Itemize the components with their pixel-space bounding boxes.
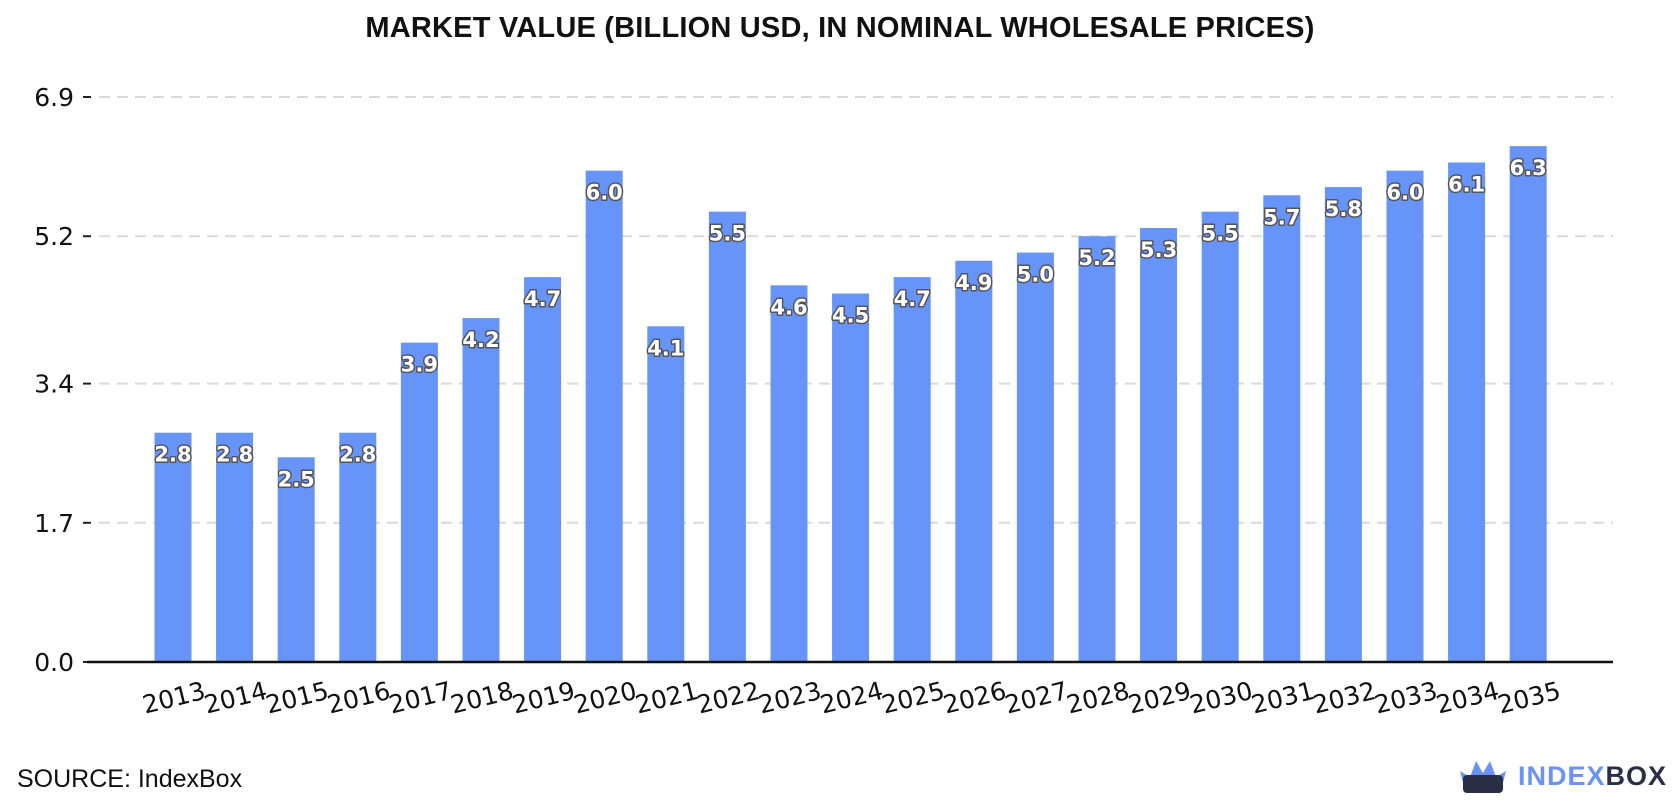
- bar: [955, 260, 993, 662]
- bar: [277, 457, 315, 662]
- bar: [1201, 211, 1239, 662]
- bar: [339, 432, 377, 662]
- x-tick-label: 2016: [324, 676, 393, 720]
- x-tick-label: 2034: [1433, 676, 1502, 720]
- bar: [216, 432, 254, 662]
- x-tick-label: 2014: [201, 676, 270, 720]
- bar: [400, 342, 438, 662]
- data-label: 2.8: [339, 443, 376, 467]
- data-label: 6.0: [586, 181, 623, 205]
- x-tick-label: 2033: [1372, 676, 1441, 720]
- x-tick-label: 2027: [1002, 676, 1071, 720]
- bar: [524, 277, 562, 662]
- bar: [154, 432, 192, 662]
- bar: [462, 318, 500, 662]
- data-label: 2.8: [154, 443, 191, 467]
- x-tick-label: 2022: [694, 676, 763, 720]
- data-label: 5.8: [1325, 197, 1362, 221]
- data-label: 4.9: [955, 271, 992, 295]
- data-label: 5.7: [1263, 205, 1300, 229]
- brand-name-part2: BOX: [1605, 760, 1668, 791]
- data-label: 3.9: [401, 353, 438, 377]
- source-text: SOURCE: IndexBox: [17, 765, 243, 793]
- data-label: 6.0: [1386, 181, 1423, 205]
- bar: [1509, 146, 1547, 662]
- chart-title: MARKET VALUE (BILLION USD, IN NOMINAL WH…: [365, 12, 1315, 44]
- x-tick-label: 2019: [509, 676, 578, 720]
- data-label: 5.0: [1017, 263, 1054, 287]
- data-label: 2.5: [278, 467, 315, 491]
- brand-logo: INDEXBOX: [1458, 757, 1667, 795]
- data-label: 4.6: [770, 295, 807, 319]
- crown-box-icon: [1460, 761, 1506, 793]
- y-tick-label: 0.0: [34, 648, 74, 677]
- x-tick-label: 2020: [571, 676, 640, 720]
- bar: [893, 277, 931, 662]
- x-tick-label: 2023: [756, 676, 825, 720]
- data-label: 5.5: [1202, 222, 1239, 246]
- data-labels: 2.8 2.8 2.5 2.8 3.9 4.2 4.7 6.0 4.1 5.5 4.6 4.5 4.7 4…: [153, 155, 1548, 493]
- x-tick-label: 2025: [879, 676, 948, 720]
- x-tick-label: 2035: [1495, 676, 1564, 720]
- bar: [708, 211, 746, 662]
- x-tick-label: 2013: [140, 676, 209, 720]
- bar: [1016, 252, 1054, 662]
- brand-name: INDEXBOX: [1518, 761, 1667, 792]
- axes: 0.01.73.45.26.92013201420152016201720182…: [34, 83, 1613, 720]
- bars: [154, 146, 1547, 663]
- bar: [1386, 170, 1424, 662]
- data-label: 6.1: [1448, 173, 1485, 197]
- data-label: 5.2: [1078, 246, 1115, 270]
- y-tick-label: 3.4: [34, 370, 74, 399]
- data-label: 6.3: [1510, 156, 1547, 180]
- data-label: 5.3: [1140, 238, 1177, 262]
- bar: [1324, 187, 1362, 663]
- data-label: 4.5: [832, 304, 869, 328]
- x-tick-label: 2026: [940, 676, 1009, 720]
- x-tick-label: 2024: [817, 676, 886, 720]
- data-label: 4.2: [462, 328, 499, 352]
- data-label: 4.1: [647, 336, 684, 360]
- x-tick-label: 2018: [448, 676, 517, 720]
- brand-name-part1: INDEX: [1518, 760, 1606, 791]
- bar: [1263, 195, 1301, 662]
- bar: [832, 293, 870, 662]
- x-tick-label: 2017: [386, 676, 455, 720]
- y-tick-label: 5.2: [34, 222, 74, 251]
- bar: [585, 170, 623, 662]
- data-label: 2.8: [216, 443, 253, 467]
- data-label: 4.7: [894, 287, 931, 311]
- bar: [1078, 236, 1116, 663]
- bar: [647, 326, 685, 662]
- y-tick-label: 1.7: [34, 509, 74, 538]
- x-tick-label: 2028: [1064, 676, 1133, 720]
- x-tick-label: 2032: [1310, 676, 1379, 720]
- x-tick-label: 2021: [632, 676, 701, 720]
- x-tick-label: 2029: [1125, 676, 1194, 720]
- data-label: 5.5: [709, 222, 746, 246]
- x-tick-label: 2030: [1187, 676, 1256, 720]
- bar: [1448, 162, 1486, 662]
- data-label: 4.7: [524, 287, 561, 311]
- bar: [770, 285, 808, 662]
- x-tick-label: 2031: [1248, 676, 1317, 720]
- x-tick-label: 2015: [263, 676, 332, 720]
- y-tick-label: 6.9: [34, 83, 74, 112]
- bar: [1140, 228, 1178, 662]
